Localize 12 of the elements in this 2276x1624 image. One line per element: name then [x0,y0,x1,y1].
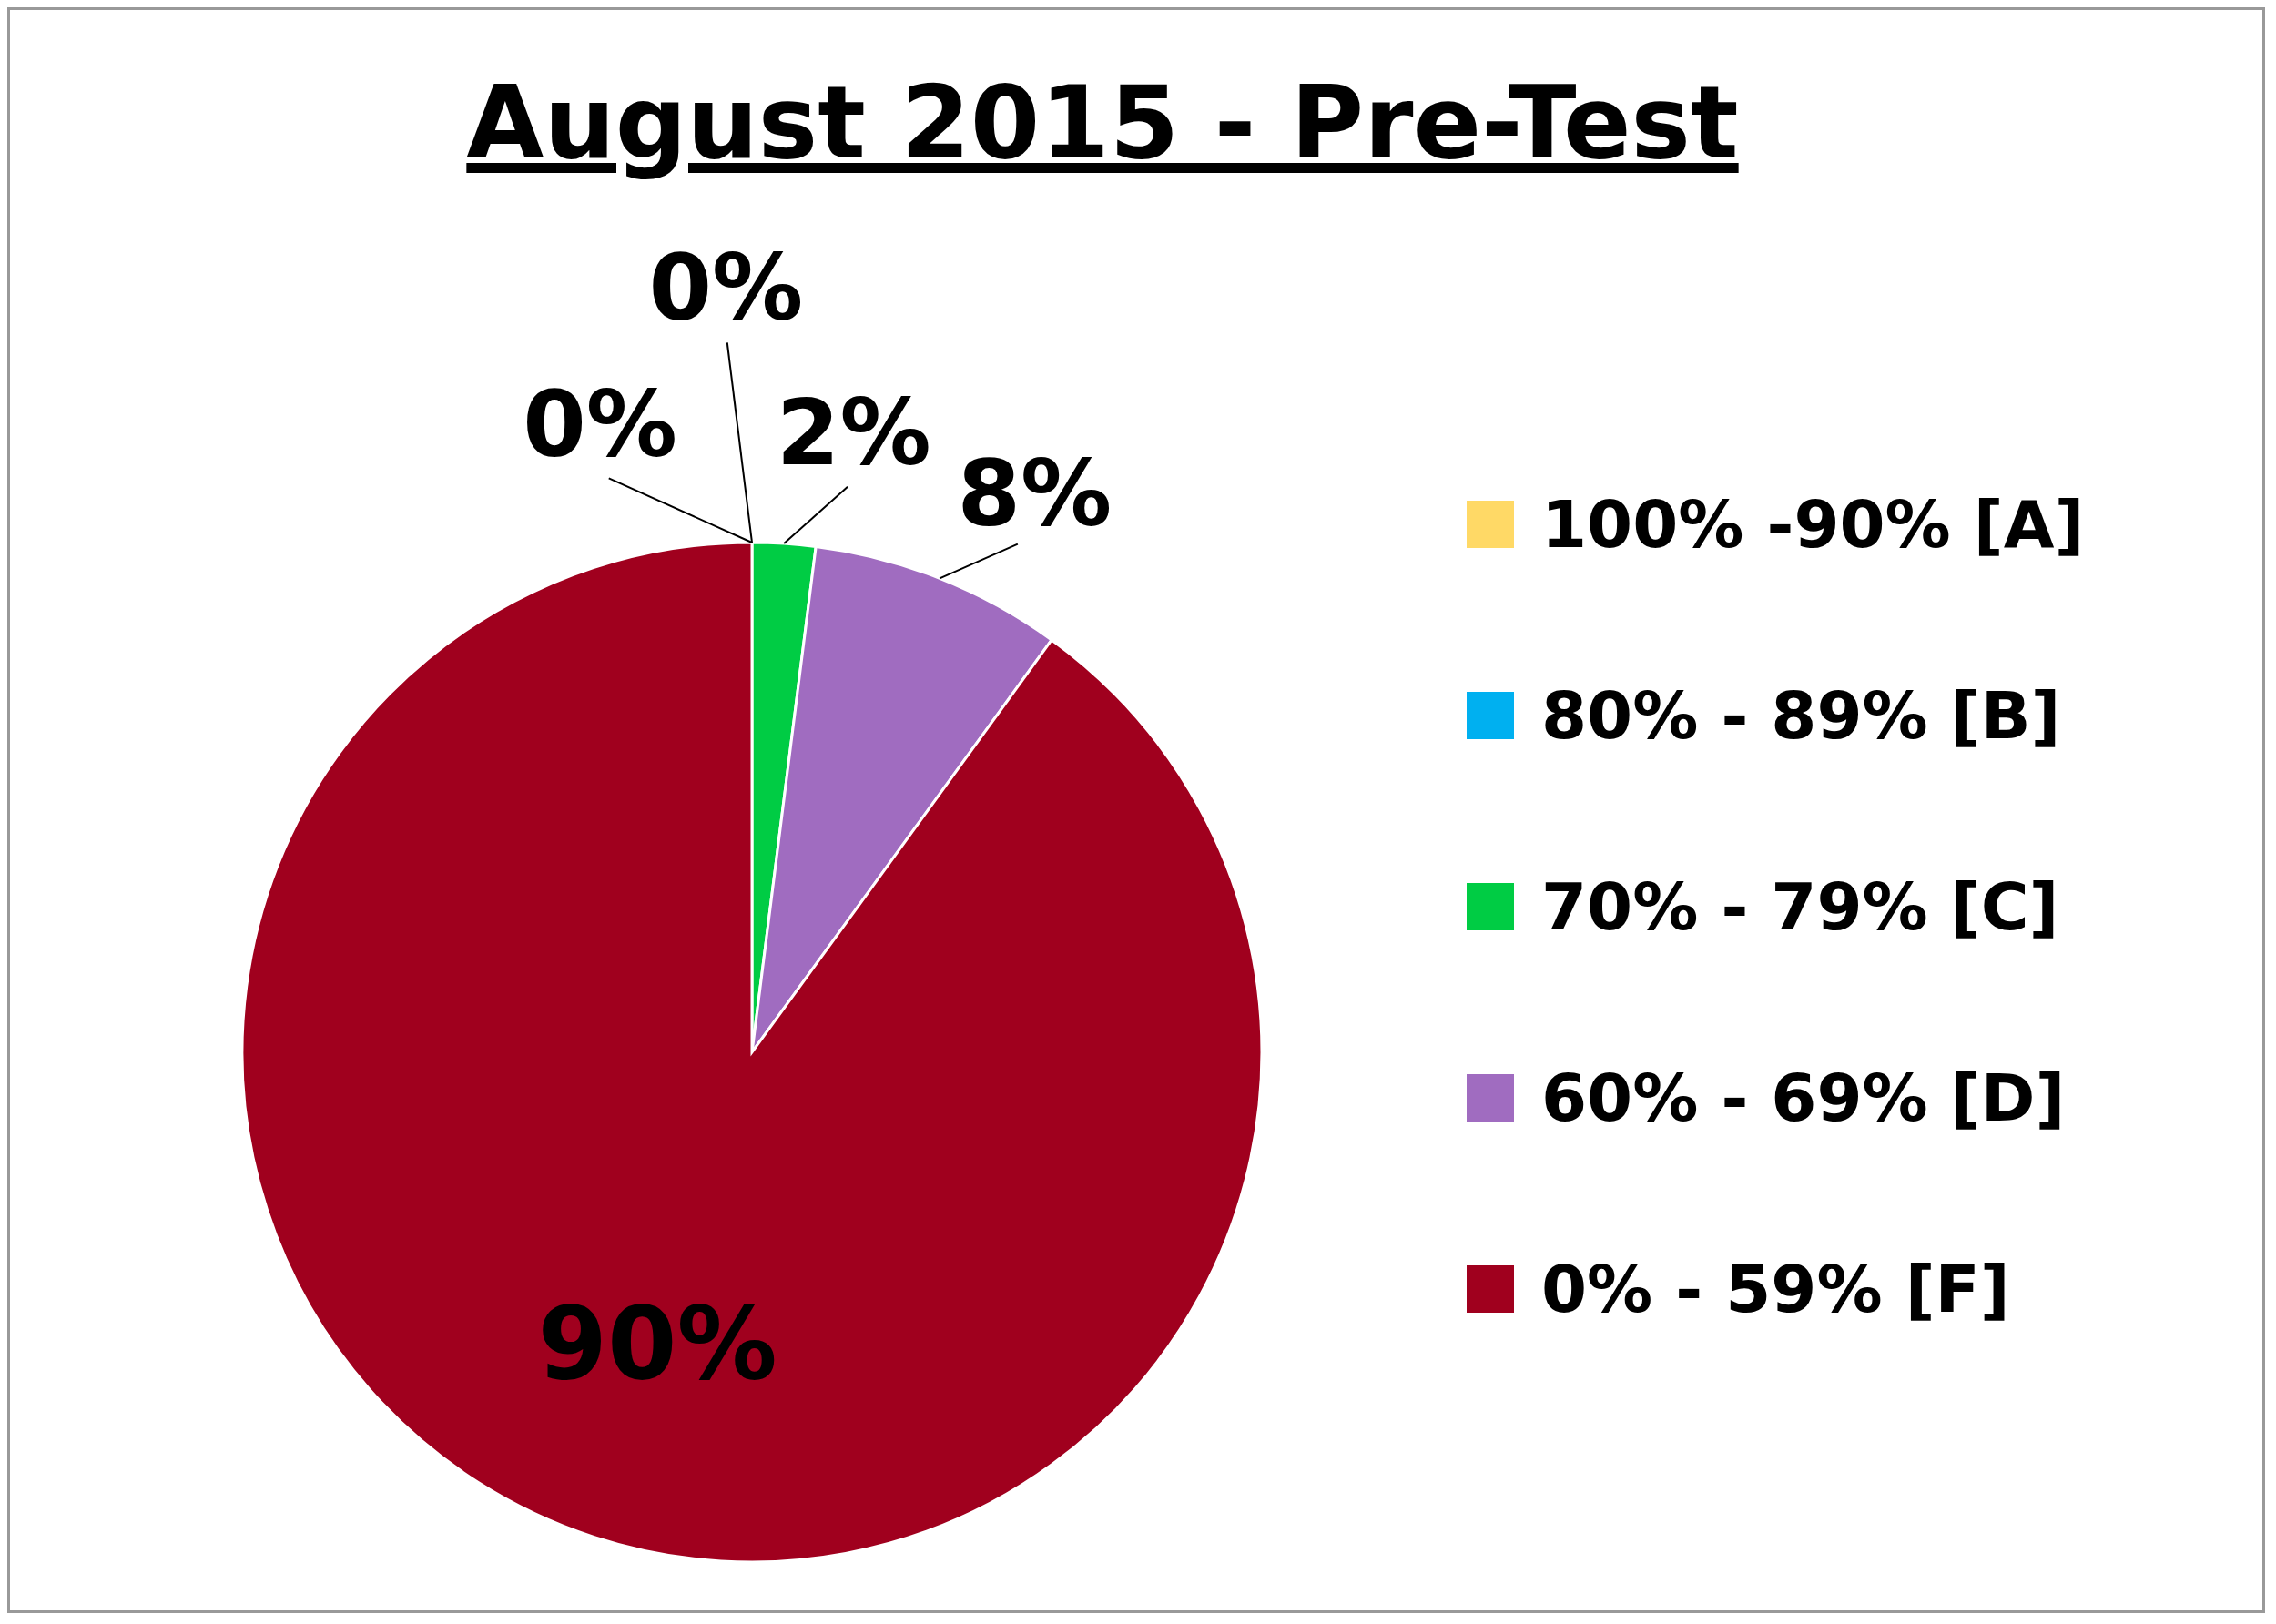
text: 0% [523,371,677,478]
data-label: 90% [537,1284,777,1402]
legend-label: 70% - 79% [C] [1541,868,2059,945]
data-label: 2% [776,379,931,486]
chart-title: August 2015 - Pre-Test [465,65,1740,181]
pie-slice [240,541,1263,1563]
legend-label: 0% - 59% [F] [1541,1251,2010,1327]
legend-label: 80% - 89% [B] [1541,677,2061,754]
legend-label: 100% -90% [A] [1541,486,2085,563]
legend-label: 60% - 69% [D] [1541,1060,2066,1136]
data-label: 8% [957,440,1113,547]
text: 0% [648,235,804,341]
